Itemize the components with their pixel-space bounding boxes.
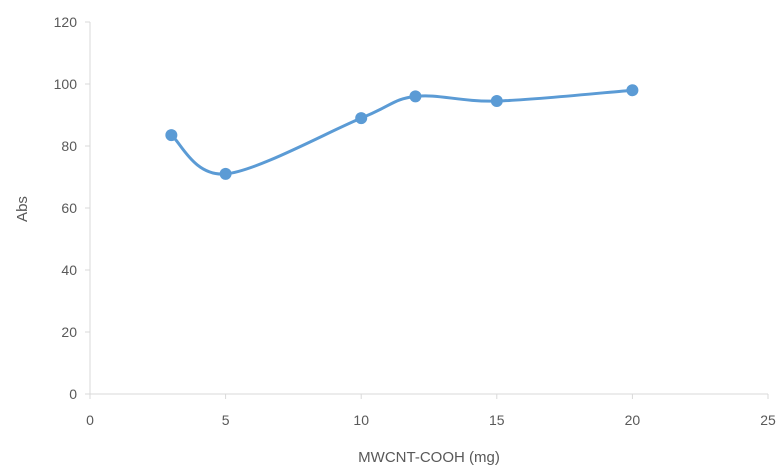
x-tick-label: 15 (489, 412, 505, 428)
x-tick-label: 20 (625, 412, 641, 428)
y-tick-label: 0 (69, 386, 77, 402)
y-tick-label: 20 (61, 324, 77, 340)
x-tick-label: 10 (353, 412, 369, 428)
x-tick-label: 5 (222, 412, 230, 428)
data-point (626, 84, 639, 97)
x-axis-title: MWCNT-COOH (mg) (358, 449, 500, 466)
x-axis: 0 5 10 15 20 25 (86, 393, 776, 428)
y-axis-title: Abs (14, 196, 31, 222)
y-tick-label: 60 (61, 200, 77, 216)
series-line (169, 88, 634, 176)
plot-area (165, 84, 639, 180)
y-tick-label: 40 (61, 262, 77, 278)
data-point (409, 90, 422, 103)
x-tick-label: 25 (760, 412, 776, 428)
y-tick-label: 80 (61, 138, 77, 154)
data-point (219, 167, 232, 180)
y-tick-label: 120 (54, 14, 78, 30)
x-tick-label: 0 (86, 412, 94, 428)
data-point (490, 95, 503, 108)
y-axis: 0 20 40 60 80 100 120 (54, 14, 91, 402)
y-tick-label: 100 (54, 76, 78, 92)
data-point (355, 112, 368, 125)
data-point (165, 129, 178, 142)
